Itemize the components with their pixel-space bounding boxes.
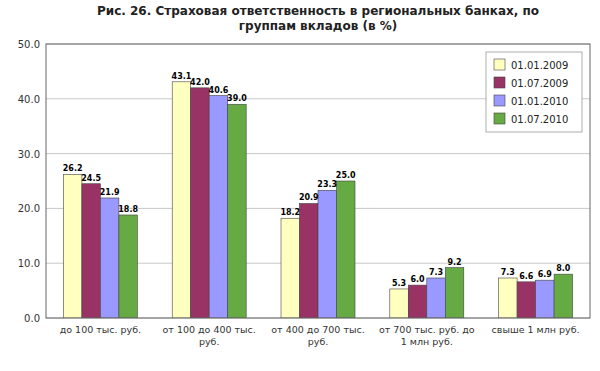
data-label: 9.2 bbox=[447, 258, 461, 267]
data-label: 24.5 bbox=[81, 174, 101, 183]
data-label: 43.1 bbox=[172, 72, 192, 81]
data-label: 18.8 bbox=[118, 205, 138, 214]
legend-swatch bbox=[494, 113, 505, 124]
chart: Рис. 26. Страховая ответственность в рег… bbox=[0, 0, 600, 371]
data-label: 6.0 bbox=[410, 275, 425, 284]
bar bbox=[427, 278, 445, 318]
legend-label: 01.01.2010 bbox=[511, 96, 568, 107]
data-label: 42.0 bbox=[190, 78, 210, 87]
x-tick-label: от 700 тыс. руб. до1 млн руб. bbox=[379, 324, 475, 347]
bar bbox=[119, 215, 137, 318]
bar bbox=[63, 174, 81, 318]
title: Рис. 26. Страховая ответственность в рег… bbox=[97, 4, 539, 33]
bar bbox=[499, 278, 517, 318]
bars bbox=[63, 82, 572, 318]
x-tick-label: от 100 до 400 тыс.руб. bbox=[163, 324, 256, 347]
bar bbox=[336, 181, 354, 318]
data-label: 26.2 bbox=[63, 164, 83, 173]
data-label: 18.2 bbox=[280, 208, 300, 217]
data-label: 7.3 bbox=[429, 268, 443, 277]
legend-swatch bbox=[494, 95, 505, 106]
data-label: 7.3 bbox=[501, 268, 515, 277]
data-label: 39.0 bbox=[227, 94, 247, 103]
plot-frame bbox=[46, 44, 590, 318]
x-tick-label: до 100 тыс. руб. bbox=[60, 324, 141, 335]
bar bbox=[281, 218, 299, 318]
grid-line bbox=[46, 153, 590, 154]
bar bbox=[172, 82, 190, 318]
data-label: 8.0 bbox=[556, 264, 571, 273]
data-labels: 26.2 43.1 18.2 5.3 7.3 24.5 42.0 20.9 6.0 6.6 21.9… bbox=[63, 72, 571, 288]
bar bbox=[517, 282, 535, 318]
bar bbox=[536, 280, 554, 318]
data-label: 40.6 bbox=[209, 86, 229, 95]
bar bbox=[390, 289, 408, 318]
legend-box bbox=[486, 52, 582, 132]
y-tick-label: 40.0 bbox=[18, 94, 40, 105]
x-tick-label: свыше 1 млн руб. bbox=[492, 324, 580, 335]
y-tick-label: 50.0 bbox=[18, 39, 40, 50]
legend-label: 01.07.2009 bbox=[511, 78, 568, 89]
data-label: 5.3 bbox=[392, 279, 406, 288]
legend-label: 01.07.2010 bbox=[511, 114, 568, 125]
data-label: 23.3 bbox=[317, 180, 337, 189]
bar bbox=[82, 184, 100, 318]
bar bbox=[408, 285, 426, 318]
legend-label: 01.01.2009 bbox=[511, 60, 568, 71]
legend: 01.01.2009 01.07.2009 01.01.2010 01.07.2010 bbox=[486, 52, 582, 132]
data-label: 25.0 bbox=[336, 171, 356, 180]
bar bbox=[318, 190, 336, 318]
y-tick-label: 0.0 bbox=[24, 313, 40, 324]
grid bbox=[46, 44, 590, 318]
bar bbox=[228, 104, 246, 318]
data-label: 21.9 bbox=[100, 188, 120, 197]
y-tick-label: 10.0 bbox=[18, 258, 40, 269]
x-tick-label: от 400 до 700 тыс.руб. bbox=[271, 324, 364, 347]
bar bbox=[191, 88, 209, 318]
legend-swatch bbox=[494, 77, 505, 88]
data-label: 6.6 bbox=[519, 272, 534, 281]
legend-swatch bbox=[494, 59, 505, 70]
bar bbox=[209, 96, 227, 318]
data-label: 20.9 bbox=[299, 193, 319, 202]
bar bbox=[445, 268, 463, 318]
data-label: 6.9 bbox=[538, 270, 553, 279]
bar bbox=[300, 203, 318, 318]
y-tick-label: 30.0 bbox=[18, 149, 40, 160]
bar bbox=[100, 198, 118, 318]
y-tick-label: 20.0 bbox=[18, 203, 40, 214]
bar bbox=[554, 274, 572, 318]
